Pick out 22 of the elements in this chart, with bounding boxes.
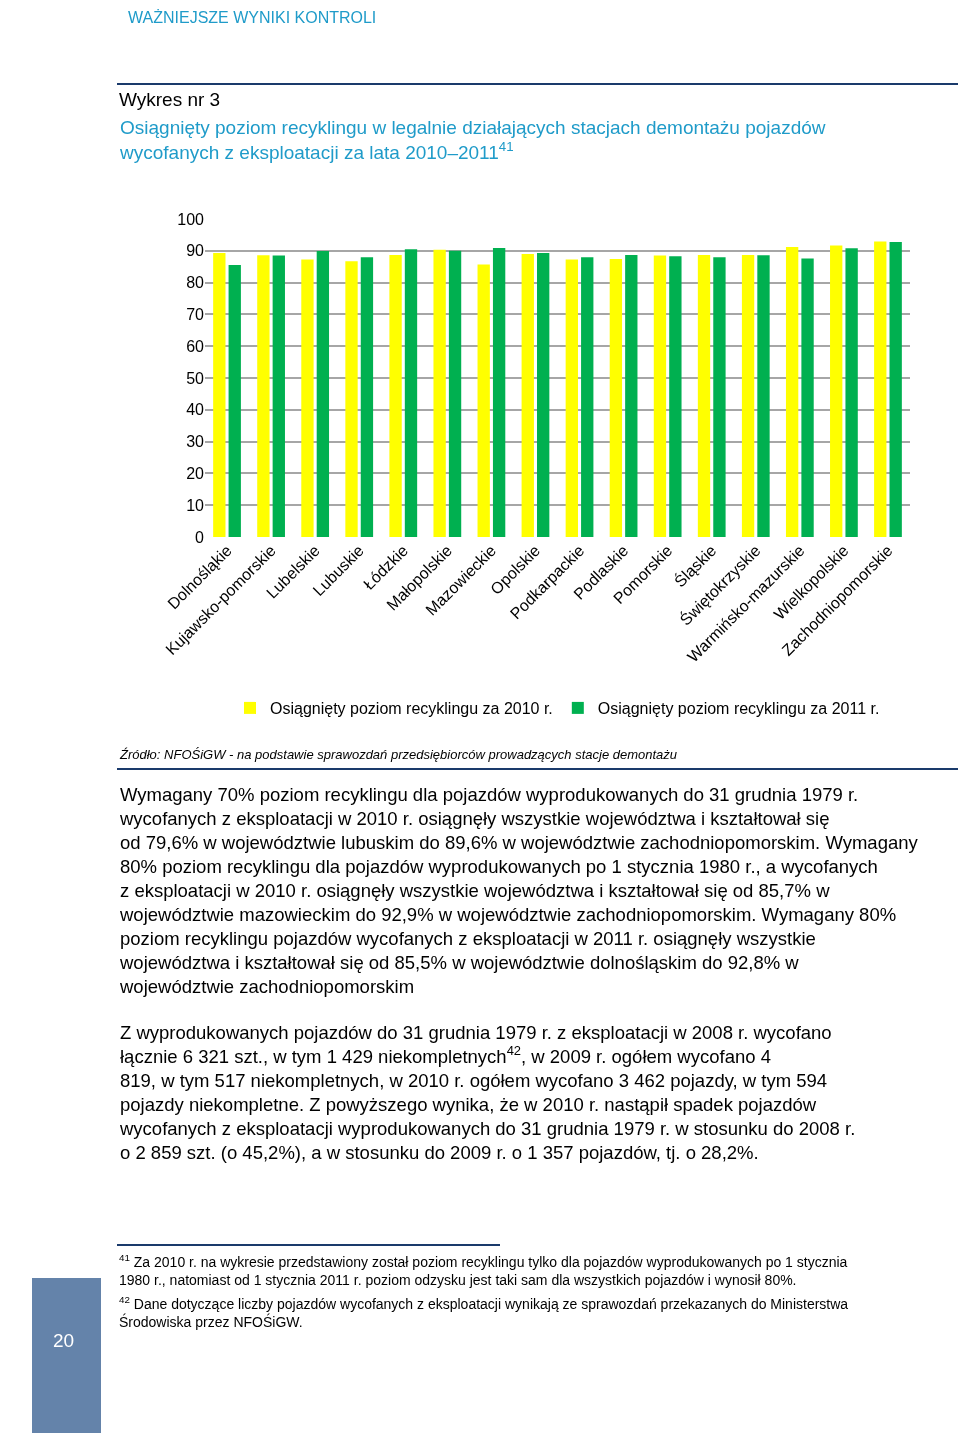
- chart-subtitle: Osiągnięty poziom recyklingu w legalnie działających stacjach demontażu pojazdów wycofanych z eksploatacji za lata 2010–2011$^{41}$: [119, 117, 826, 163]
- y-tick-label: 60: [186, 337, 205, 355]
- text: WAŻNIEJSZE WYNIKI KONTROLI: [128, 8, 377, 26]
- text: $^{41}$ Za 2010 r. na wykresie przedstawiony został poziom recyklingu tylko dla pojazdów wyprodukowanych po 1 stycznia 1980 r., natomiast od 1 stycznia 2011 r. poziom odzysku jest taki sam dla wszystkich pojazdów i wynosił 80%.: [119, 1252, 848, 1289]
- y-tick-label: 100: [177, 210, 205, 228]
- text: $^{42}$ Dane dotyczące liczby pojazdów wycofanych z eksploatacji wynikają ze sprawozdań przekazanych do Ministerstwa Środowiska przez NFOŚiGW.: [119, 1294, 849, 1331]
- text: Źródło: NFOŚiGW - na podstawie sprawozdań przedsiębiorców prowadzących stacje demontażu: [119, 747, 678, 762]
- legend-label: Osiągnięty poziom recyklingu za 2011 r.: [597, 700, 880, 718]
- y-tick-label: 80: [186, 274, 205, 292]
- y-tick-label: 40: [186, 401, 205, 419]
- text: Wymagany 70% poziom recyklingu dla pojazdów wyprodukowanych do 31 grudnia 1979 r. wycofanych z eksploatacji w 2010 r. osiągnęły wszystkie województwa i kształtował się od 79,6% w województwie lubuskim do 89,6% w województwie zachodniopomorskim. Wymagany 80% poziom recyklingu dla pojazdów wyprodukowanych po 1 stycznia 1980 r., a wycofanych z eksploatacji w 2010 r. osiągnęły wszystkie województwa i kształtował się od 85,7% w województwie mazowieckim do 92,9% w województwie zachodniopomorskim. Wymagany 80% poziom recyklingu pojazdów wycofanych z eksploatacji w 2011 r. osiągnęły wszystkie województwa i kształtował się od 85,5% w województwie dolnośląskim do 92,8% w województwie zachodniopomorskim: [120, 784, 918, 998]
- y-tick-label: 50: [186, 369, 205, 387]
- y-tick-label: 20: [186, 465, 205, 482]
- text: Z wyprodukowanych pojazdów do 31 grudnia 1979 r. z eksploatacji w 2008 r. wycofano łącznie 6 321 szt., w tym 1 429 niekompletnych$^{42}$, w 2009 r. ogółem wycofano 4 819, w tym 517 niekompletnych, w 2010 r. ogółem wycofano 3 462 pojazdy, w tym 594 pojazdy niekompletne. Z powyższego wynika, że w 2010 r. nastąpił spadek pojazdów wycofanych z eksploatacji wyprodukowanych do 31 grudnia 1979 r. w stosunku do 2008 r. o 2 859 szt. (o 45,2%), a w stosunku do 2009 r. o 1 357 pojazdów, tj. o 28,2%.: [119, 1022, 856, 1164]
- y-tick-label: 0: [195, 528, 205, 546]
- chart-title: Wykres nr 3: [119, 89, 221, 110]
- y-tick-label: 10: [186, 496, 205, 514]
- text: 20: [53, 1330, 75, 1351]
- legend-label: Osiągnięty poziom recyklingu za 2010 r.: [270, 700, 553, 718]
- y-tick-label: 70: [186, 306, 205, 323]
- y-tick-label: 30: [186, 433, 205, 451]
- y-tick-label: 90: [186, 242, 205, 260]
